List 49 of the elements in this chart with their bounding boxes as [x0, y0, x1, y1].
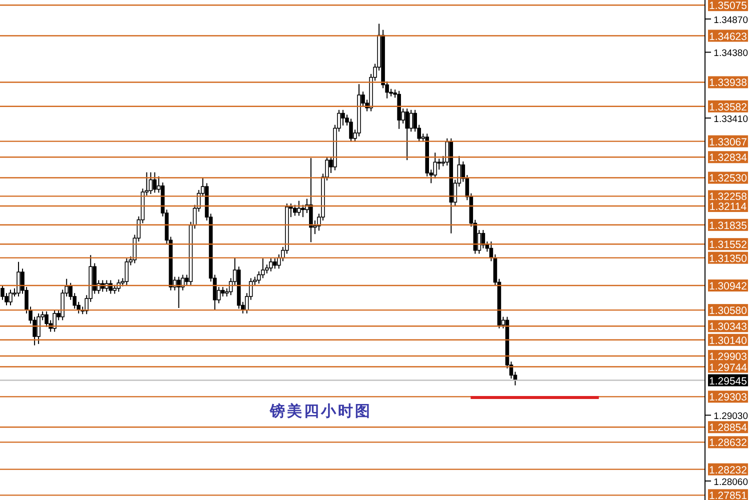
ref-line-label: 1.34623 — [709, 30, 748, 43]
annotation: 镑美四小时图 — [270, 402, 372, 421]
ref-line-label: 1.30140 — [709, 334, 748, 347]
candlestick — [8, 289, 12, 306]
ref-line-label: 1.28632 — [709, 437, 748, 450]
candlestick — [16, 261, 20, 297]
candlestick — [293, 204, 297, 216]
ref-line-label: 1.33582 — [709, 101, 748, 114]
candlestick — [268, 258, 273, 272]
candlestick — [220, 286, 225, 297]
candlestick — [148, 172, 153, 195]
candlestick — [405, 108, 409, 161]
candlestick — [301, 204, 305, 218]
candlestick — [341, 109, 345, 126]
ref-line-label: 1.30580 — [709, 305, 748, 318]
y-tick-label: 1.34870 — [714, 14, 748, 26]
candlestick — [297, 200, 301, 216]
candlestick — [272, 258, 277, 270]
ref-line-label: 1.29903 — [709, 350, 748, 363]
y-tick-label: 1.34380 — [714, 48, 748, 60]
candlestick — [52, 310, 56, 332]
ref-line-label: 1.29744 — [709, 362, 748, 374]
ref-line-label: 1.27851 — [709, 490, 748, 500]
ref-line-label: 1.28854 — [709, 422, 748, 434]
candlestick — [309, 158, 313, 243]
candlestick — [152, 172, 157, 194]
ref-line-label: 1.32834 — [709, 152, 748, 164]
ref-line-label: 1.29545 — [709, 375, 748, 388]
ref-line-label: 1.30343 — [709, 321, 748, 334]
ref-line-label: 1.31835 — [709, 220, 748, 232]
ref-line-label: 1.32114 — [709, 200, 747, 213]
ref-line-label: 1.28232 — [709, 464, 748, 476]
ref-line-label: 1.30942 — [709, 280, 748, 292]
y-tick-label: 1.29030 — [714, 411, 748, 422]
y-tick-label: 1.28060 — [714, 477, 748, 488]
ref-line-label: 1.35075 — [709, 0, 748, 12]
candlestick — [409, 109, 413, 132]
ref-line-label: 1.31552 — [709, 239, 748, 252]
candlestick — [433, 152, 438, 179]
ref-line-label: 1.32530 — [709, 172, 748, 185]
ref-line-label: 1.32258 — [709, 191, 748, 204]
ref-line-label: 1.29303 — [709, 392, 748, 404]
y-tick-label: 1.33410 — [714, 114, 748, 126]
candlestick — [36, 312, 40, 344]
candlestick — [349, 118, 353, 142]
ref-line-label: 1.33067 — [709, 136, 748, 148]
ref-line-label: 1.33938 — [709, 77, 748, 90]
ref-line-label: 1.31350 — [709, 252, 748, 265]
candlestick — [124, 258, 129, 286]
